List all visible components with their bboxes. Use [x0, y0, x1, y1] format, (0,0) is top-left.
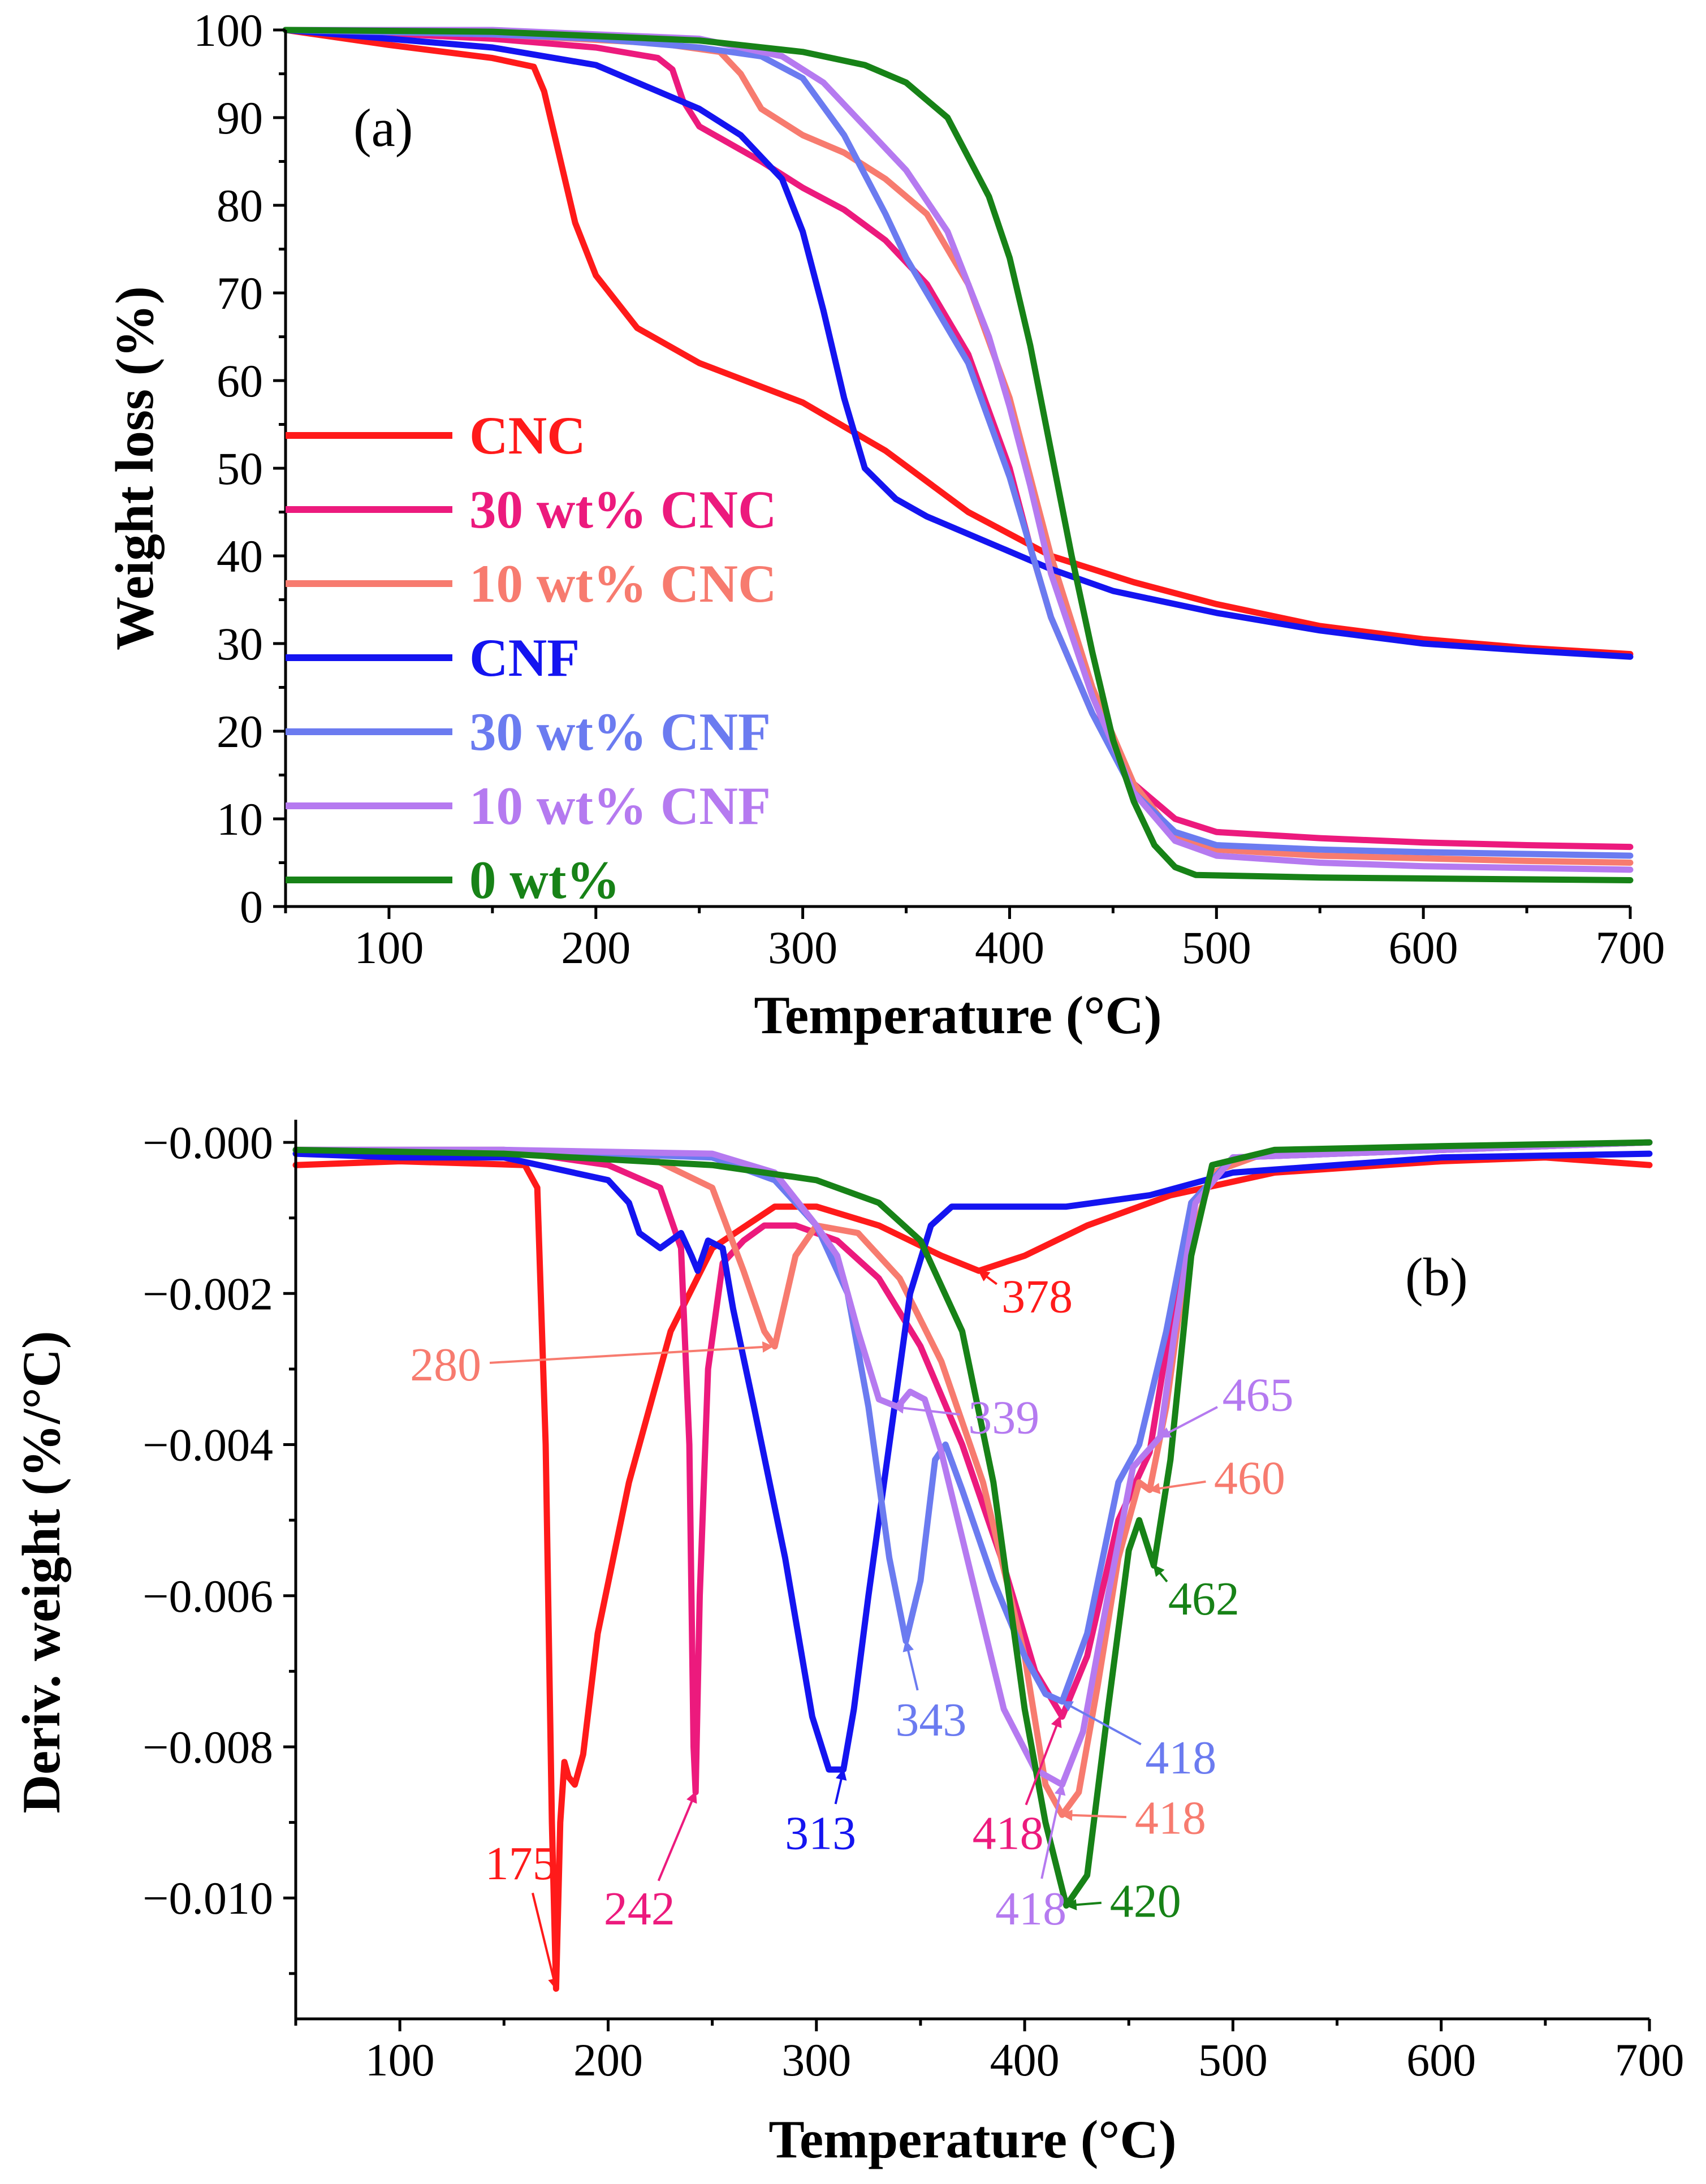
panel-a-y-tick-label: 10: [217, 793, 263, 845]
panel-a-x-tick-label: 600: [1389, 922, 1458, 973]
legend-label-cnf: CNF: [469, 628, 580, 688]
panel-b-series: [292, 1139, 1653, 1992]
annotation-label-418: 418: [995, 1883, 1066, 1935]
panel-a-y-tick-label: 20: [217, 706, 263, 757]
panel-b-annotations: 175 242 313 378 280 339 343 418 418 418 418 420 460 4…: [410, 1270, 1294, 1990]
panel-b-x-tick-label: 300: [781, 2034, 851, 2086]
panel-b-x-tick-label: 600: [1406, 2034, 1476, 2086]
annotation-arrow-420: [1065, 1899, 1102, 1911]
legend-label-cnc: CNC: [469, 405, 586, 465]
panel-b-x-tick-label: 100: [365, 2034, 435, 2086]
panel-a-y-title: Weight loss (%): [105, 286, 165, 650]
annotation-arrow-242: [657, 1791, 697, 1881]
panel-a-line-cnc: [282, 27, 1634, 658]
annotation-arrow-175: [532, 1892, 559, 1990]
annotation-arrow-418: [1061, 1809, 1126, 1821]
annotation-arrow-465: [1159, 1406, 1218, 1438]
panel-b-y-tick-label: −0.008: [142, 1721, 273, 1773]
annotation-label-420: 420: [1110, 1875, 1181, 1928]
panel-b-y-title: Deriv. weight (%/°C): [11, 1331, 71, 1813]
panel-b-line-30-wtpct-cnc: [292, 1139, 1653, 1795]
annotation-label-343: 343: [895, 1694, 966, 1746]
annotation-arrow-418: [1061, 1700, 1142, 1746]
panel-b: 100 200 300 400 500 600 700 −0.000 −0.002 −0.004 −…: [11, 1117, 1685, 2169]
panel-b-x-tick-label: 200: [573, 2034, 643, 2086]
annotation-arrow-378: [978, 1270, 997, 1285]
annotation-label-462: 462: [1168, 1573, 1239, 1625]
annotation-arrow-280: [489, 1341, 774, 1364]
panel-b-y-tick-label: −0.006: [142, 1570, 273, 1622]
panel-b-x-tick-label: 500: [1198, 2034, 1268, 2086]
annotation-label-418: 418: [1145, 1732, 1216, 1784]
panel-a-x-tick-label: 700: [1596, 922, 1665, 973]
panel-b-y-tick-label: −0.010: [142, 1872, 273, 1924]
annotation-label-313: 313: [785, 1807, 856, 1859]
panel-b-line-0-wtpct: [292, 1139, 1653, 1909]
legend-label-30-wtpct-cnf: 30 wt% CNF: [469, 702, 771, 762]
panel-a-line-10-wtpct-cnf: [282, 27, 1634, 873]
annotation-arrow-313: [834, 1768, 847, 1805]
panel-b-x-tick-label: 700: [1615, 2034, 1685, 2086]
annotation-label-418: 418: [973, 1807, 1044, 1859]
legend-label-30-wtpct-cnc: 30 wt% CNC: [469, 480, 777, 539]
panel-a-y-tick-label: 80: [217, 180, 263, 231]
annotation-label-460: 460: [1214, 1452, 1285, 1504]
panel-a-label: (a): [353, 98, 413, 158]
panel-b-line-cnf: [292, 1150, 1653, 1773]
panel-b-ticks: 100 200 300 400 500 600 700 −0.000 −0.002 −0.004 −…: [142, 1117, 1684, 2086]
annotation-arrow-418: [1025, 1715, 1062, 1806]
panel-a-y-tick-label: 70: [217, 267, 263, 319]
panel-a-y-tick-label: 40: [217, 530, 263, 582]
annotation-arrow-418: [1040, 1783, 1066, 1879]
panel-a-y-tick-label: 100: [193, 5, 263, 56]
panel-b-line-10-wtpct-cnf: [292, 1139, 1653, 1788]
legend-label-10-wtpct-cnf: 10 wt% CNF: [469, 776, 771, 836]
annotation-label-378: 378: [1001, 1271, 1073, 1323]
panel-b-label: (b): [1405, 1247, 1468, 1307]
panel-a-y-tick-label: 90: [217, 92, 263, 144]
annotation-label-465: 465: [1223, 1369, 1294, 1421]
panel-b-line-cnc: [292, 1154, 1653, 1992]
legend-label-10-wtpct-cnc: 10 wt% CNC: [469, 554, 777, 614]
annotation-label-175: 175: [485, 1837, 556, 1890]
panel-b-y-tick-label: −0.002: [142, 1268, 273, 1319]
annotation-arrow-343: [902, 1639, 919, 1691]
panel-a-x-tick-label: 500: [1182, 922, 1251, 973]
panel-a-y-tick-label: 30: [217, 618, 263, 670]
panel-b-x-tick-label: 400: [990, 2034, 1060, 2086]
panel-a-series: [282, 27, 1634, 883]
panel-a-line-30-wtpct-cnc: [282, 27, 1634, 851]
panel-b-y-tick-label: −0.000: [142, 1117, 273, 1168]
annotation-label-339: 339: [968, 1391, 1039, 1444]
panel-a: 100 200 300 400 500 600 700 0 10 20 30 40 50 60 70 80 90…: [105, 5, 1665, 1045]
panel-a-y-tick-label: 50: [217, 443, 263, 494]
panel-a-x-title: Temperature (°C): [754, 985, 1161, 1045]
panel-a-line-0-wtpct: [282, 27, 1634, 883]
panel-a-line-cnf: [282, 27, 1634, 660]
annotation-label-242: 242: [604, 1883, 675, 1935]
panel-a-y-tick-label: 60: [217, 355, 263, 407]
annotation-label-418: 418: [1135, 1792, 1206, 1845]
panel-a-line-30-wtpct-cnf: [282, 27, 1634, 859]
panel-a-x-tick-label: 100: [354, 922, 424, 973]
panel-a-x-tick-label: 200: [561, 922, 630, 973]
panel-b-y-tick-label: −0.004: [142, 1419, 273, 1471]
panel-a-legend: CNC 30 wt% CNC 10 wt% CNC CNF 30 wt% CNF 10 w…: [286, 405, 777, 910]
panel-a-x-tick-label: 300: [768, 922, 837, 973]
annotation-arrow-339: [892, 1402, 960, 1416]
annotation-arrow-462: [1152, 1564, 1168, 1583]
legend-label-0-wtpct: 0 wt%: [469, 850, 620, 910]
annotation-arrow-460: [1148, 1480, 1206, 1494]
annotation-label-280: 280: [410, 1339, 481, 1391]
panel-a-x-tick-label: 400: [975, 922, 1044, 973]
panel-a-y-tick-label: 0: [240, 881, 263, 933]
panel-a-ticks: 100 200 300 400 500 600 700 0 10 20 30 40 50 60 70 80 90…: [193, 5, 1665, 973]
panel-b-x-title: Temperature (°C): [768, 2109, 1176, 2169]
